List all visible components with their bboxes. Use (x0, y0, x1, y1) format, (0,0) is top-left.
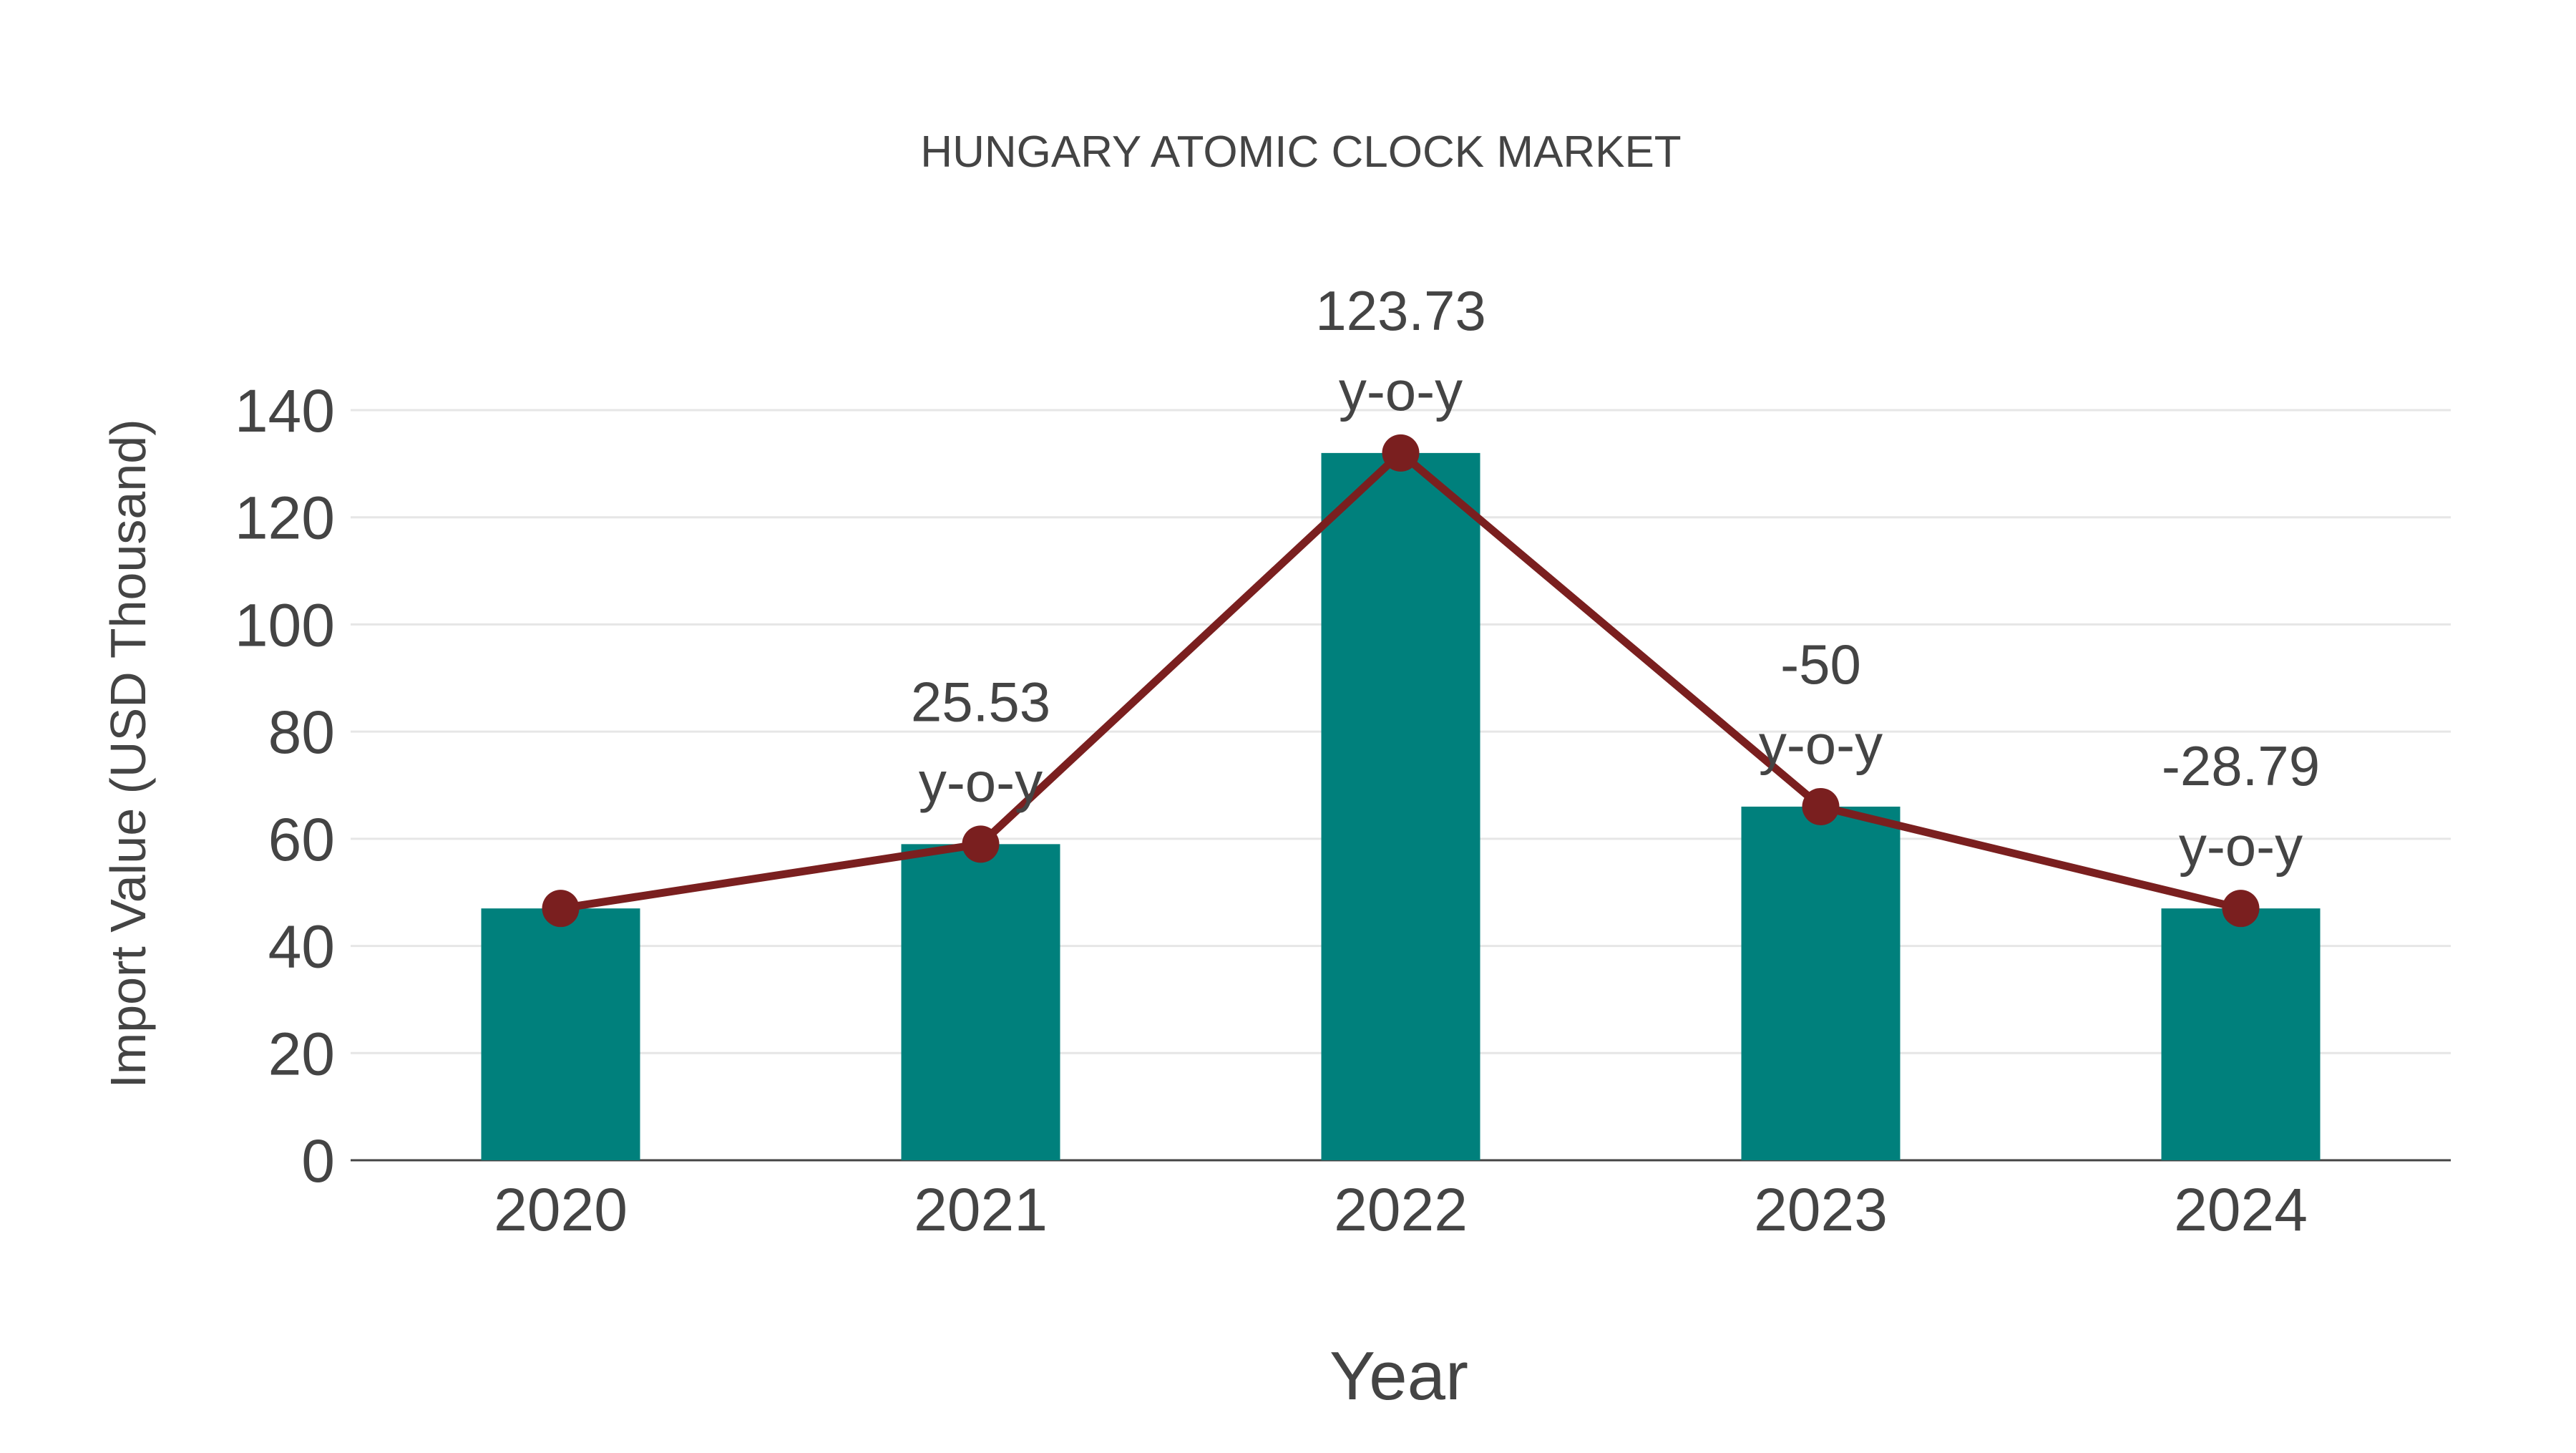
bar-2021[interactable] (901, 844, 1060, 1160)
yoy-suffix: y-o-y (919, 750, 1043, 813)
line-marker-2021[interactable] (962, 825, 1000, 863)
x-tick-label: 2023 (1754, 1176, 1888, 1243)
yoy-suffix: y-o-y (2179, 815, 2303, 878)
bar-2020[interactable] (481, 908, 640, 1160)
y-tick-label: 100 (235, 591, 335, 659)
bar-2023[interactable] (1741, 806, 1901, 1160)
line-marker-2024[interactable] (2222, 890, 2260, 928)
y-tick-label: 20 (268, 1020, 335, 1087)
y-axis-label: Import Value (USD Thousand) (100, 419, 156, 1088)
line-marker-2022[interactable] (1382, 434, 1420, 472)
x-axis-ticks: 2020 2021 2022 2023 2024 (494, 1176, 2308, 1243)
trend-line (542, 434, 2260, 928)
y-tick-label: 40 (268, 913, 335, 981)
line-marker-2020[interactable] (542, 890, 580, 928)
line-marker-2023[interactable] (1802, 787, 1840, 825)
yoy-annotations: 25.53 y-o-y 123.73 y-o-y -50 y-o-y -28.79 y-o-y (911, 279, 2320, 878)
yoy-suffix: y-o-y (1759, 713, 1883, 776)
y-tick-label: 60 (268, 806, 335, 873)
x-tick-label: 2024 (2174, 1176, 2308, 1243)
yoy-value: -50 (1780, 633, 1861, 696)
x-axis-label: Year (1330, 1338, 1468, 1414)
x-tick-label: 2022 (1334, 1176, 1468, 1243)
bars (481, 452, 2321, 1160)
x-tick-label: 2021 (914, 1176, 1048, 1243)
y-tick-label: 120 (235, 485, 335, 552)
chart-title: HUNGARY ATOMIC CLOCK MARKET (920, 127, 1681, 177)
y-axis-ticks: 0 20 40 60 80 100 120 140 (235, 377, 335, 1195)
yoy-value: 25.53 (911, 670, 1050, 733)
yoy-value: -28.79 (2162, 734, 2320, 797)
bar-2024[interactable] (2161, 908, 2321, 1160)
y-tick-label: 140 (235, 377, 335, 444)
y-tick-label: 0 (301, 1127, 335, 1195)
yoy-value: 123.73 (1315, 279, 1486, 342)
x-tick-label: 2020 (494, 1176, 628, 1243)
yoy-suffix: y-o-y (1339, 359, 1463, 422)
bar-2022[interactable] (1321, 452, 1480, 1160)
y-tick-label: 80 (268, 699, 335, 766)
